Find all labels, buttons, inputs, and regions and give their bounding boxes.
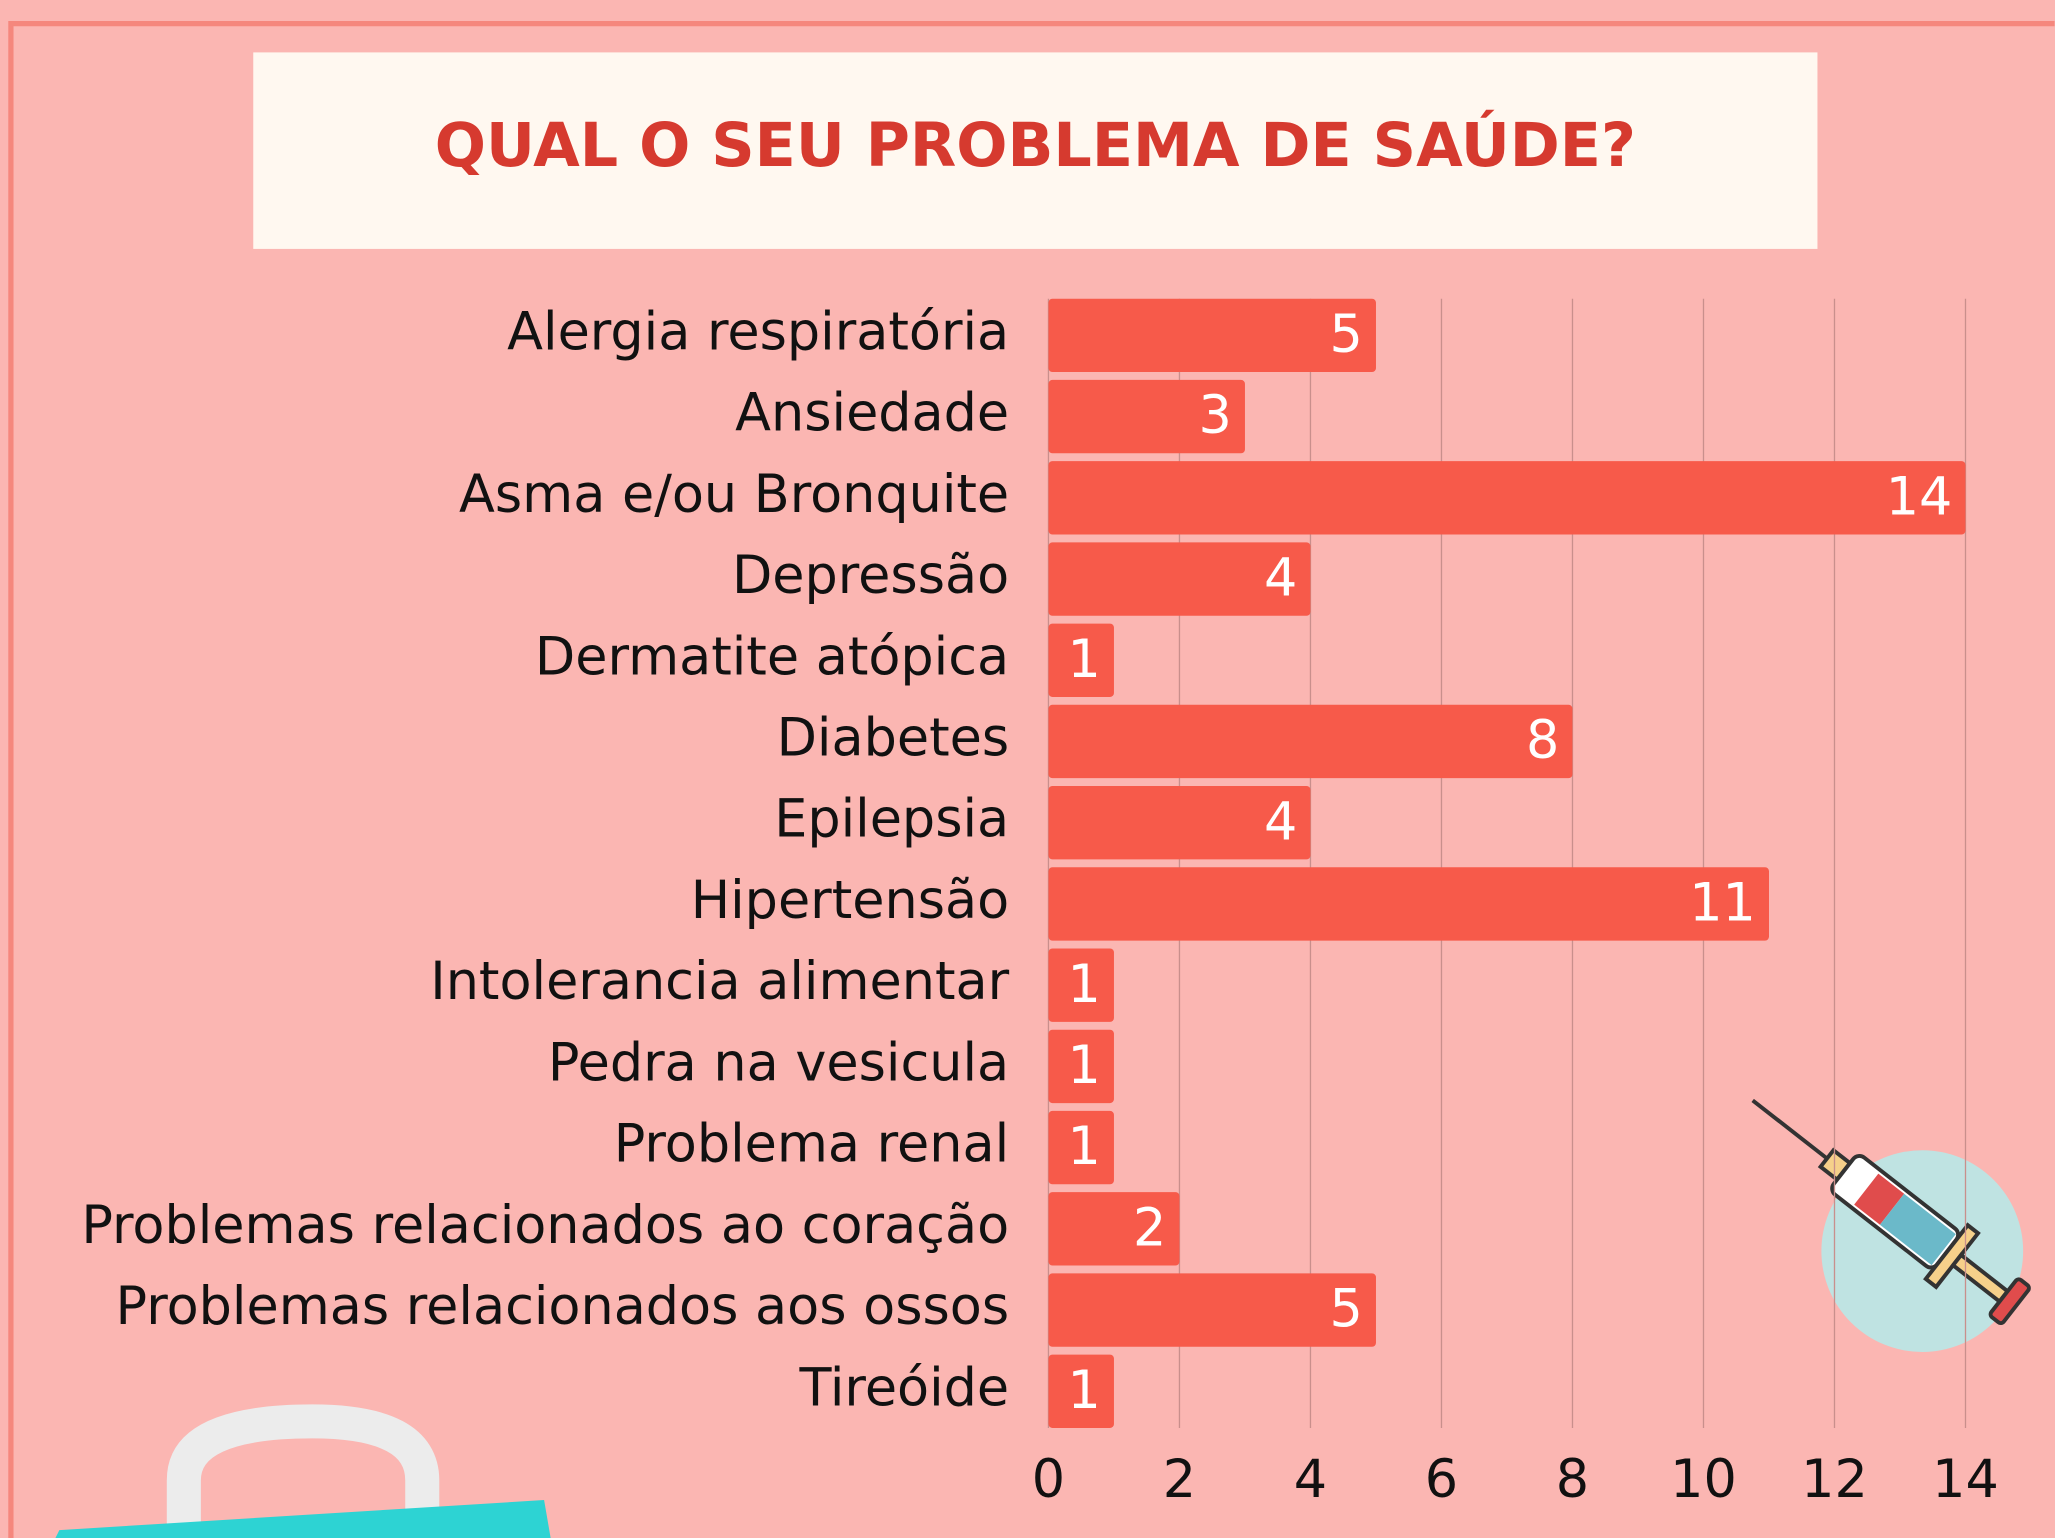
- x-tick-label: 10: [1670, 1449, 1737, 1510]
- bar: [1048, 1354, 1114, 1428]
- bar: [1048, 461, 1966, 535]
- data-label: 1: [1068, 1116, 1101, 1177]
- data-label: 11: [1689, 873, 1756, 934]
- y-tick-label: Ansiedade: [735, 383, 1009, 444]
- data-label: 14: [1886, 466, 1953, 527]
- data-label: 2: [1133, 1197, 1166, 1258]
- bar: [1048, 298, 1376, 373]
- data-label: 1: [1068, 1360, 1101, 1421]
- x-tick-label: 12: [1801, 1449, 1868, 1510]
- bar: [1048, 1273, 1376, 1347]
- bag-decoration: [55, 1404, 551, 1538]
- title-box: [253, 52, 1818, 249]
- bar: [1048, 1110, 1114, 1185]
- y-tick-label: Depressão: [732, 545, 1009, 606]
- data-label: 3: [1199, 385, 1232, 446]
- x-tick-label: 2: [1163, 1449, 1196, 1510]
- x-tick-label: 4: [1294, 1449, 1327, 1510]
- y-tick-label: Hipertensão: [691, 870, 1009, 931]
- x-tick-label: 8: [1556, 1449, 1589, 1510]
- bar: [1048, 1192, 1180, 1266]
- x-tick-label: 14: [1932, 1449, 1999, 1510]
- data-label: 4: [1264, 548, 1297, 609]
- y-tick-label: Alergia respiratória: [507, 301, 1009, 362]
- chart-title: QUAL O SEU PROBLEMA DE SAÚDE?: [435, 110, 1636, 181]
- data-label: 5: [1330, 1279, 1363, 1340]
- bar: [1048, 867, 1769, 941]
- y-tick-label: Problemas relacionados aos ossos: [116, 1276, 1010, 1337]
- y-tick-label: Problema renal: [614, 1114, 1009, 1175]
- y-tick-label: Tireóide: [798, 1357, 1009, 1418]
- bar: [1048, 704, 1573, 779]
- bar: [1048, 379, 1245, 454]
- y-tick-label: Asma e/ou Bronquite: [459, 464, 1009, 525]
- data-label: 1: [1068, 629, 1101, 690]
- y-tick-label: Intolerancia alimentar: [430, 951, 1009, 1012]
- bar: [1048, 786, 1311, 860]
- x-tick-label: 0: [1032, 1449, 1065, 1510]
- y-tick-label: Diabetes: [777, 707, 1010, 768]
- bar: [1048, 542, 1311, 616]
- data-label: 1: [1068, 1035, 1101, 1096]
- x-tick-label: 6: [1425, 1449, 1458, 1510]
- bar: [1048, 948, 1114, 1022]
- y-tick-label: Problemas relacionados ao coração: [81, 1195, 1009, 1256]
- frame: [8, 20, 2055, 1538]
- y-tick-label: Dermatite atópica: [535, 626, 1009, 687]
- bar: [1048, 1029, 1114, 1104]
- bar: [1048, 623, 1114, 697]
- data-label: 1: [1068, 954, 1101, 1015]
- data-label: 4: [1264, 791, 1297, 852]
- data-label: 8: [1526, 710, 1559, 771]
- y-tick-label: Pedra na vesicula: [548, 1032, 1009, 1093]
- y-tick-label: Epilepsia: [774, 789, 1009, 850]
- data-label: 5: [1330, 304, 1363, 365]
